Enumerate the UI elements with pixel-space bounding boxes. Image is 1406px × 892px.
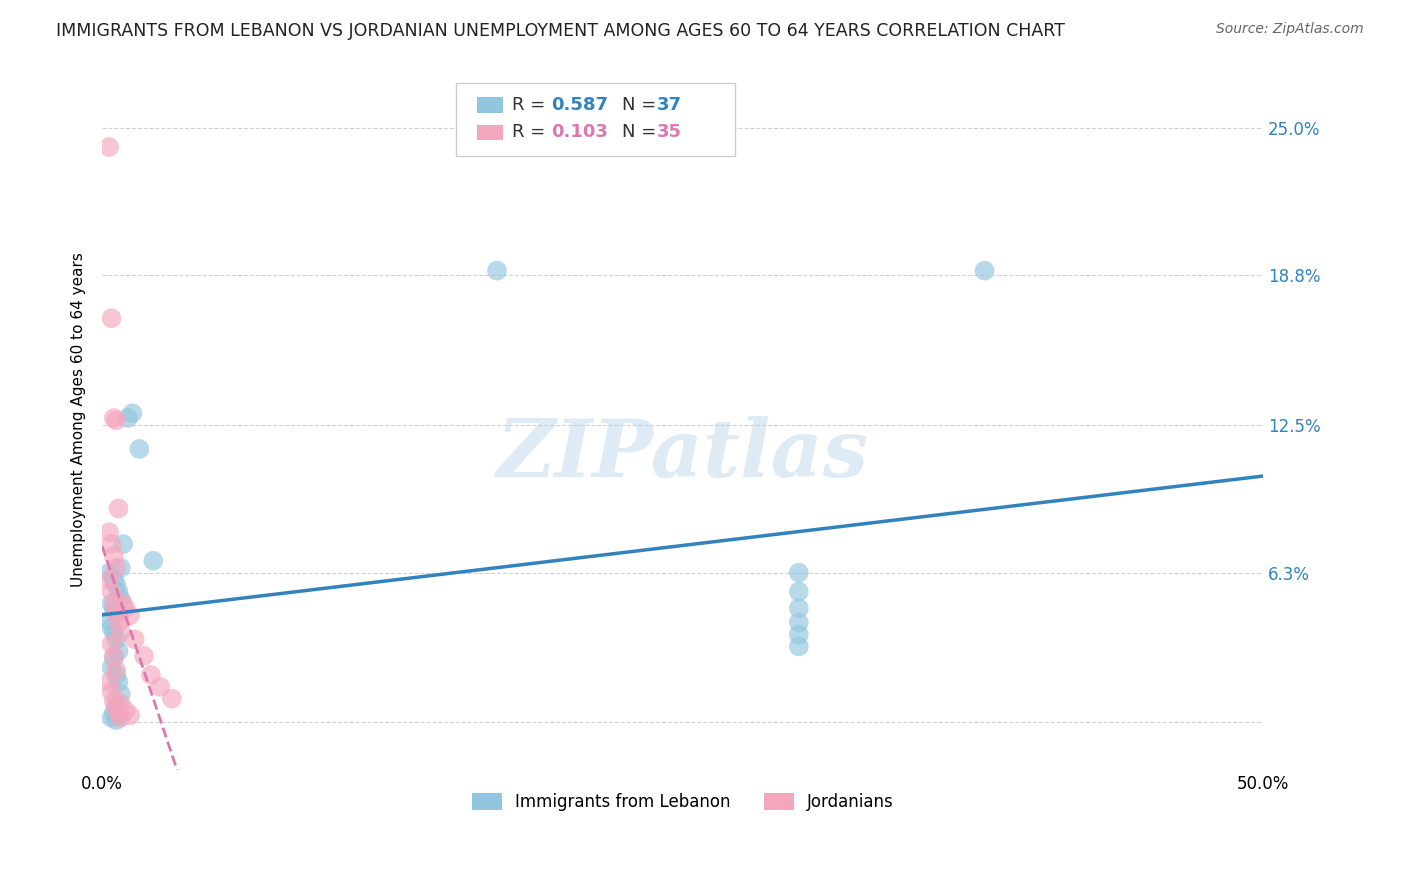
Point — [100, 537, 122, 551]
Point — [105, 698, 128, 713]
Bar — [477, 125, 503, 140]
Point — [105, 413, 128, 427]
Point — [105, 701, 128, 715]
Point — [103, 573, 125, 587]
Point — [112, 537, 135, 551]
Point — [98, 566, 121, 580]
Point — [120, 708, 142, 723]
Point — [787, 615, 810, 630]
Text: R =: R = — [512, 123, 551, 141]
Point — [103, 411, 125, 425]
Text: 37: 37 — [657, 96, 682, 114]
Point — [120, 608, 142, 623]
Text: N =: N = — [623, 96, 662, 114]
Text: IMMIGRANTS FROM LEBANON VS JORDANIAN UNEMPLOYMENT AMONG AGES 60 TO 64 YEARS CORR: IMMIGRANTS FROM LEBANON VS JORDANIAN UNE… — [56, 22, 1066, 40]
Point — [142, 554, 165, 568]
Point — [103, 601, 125, 615]
Point — [107, 615, 129, 630]
Point — [107, 501, 129, 516]
Point — [103, 651, 125, 665]
Point — [110, 687, 132, 701]
Point — [100, 311, 122, 326]
Point — [105, 713, 128, 727]
Point — [105, 632, 128, 647]
Point — [787, 640, 810, 654]
Bar — [477, 97, 503, 112]
Point — [112, 597, 135, 611]
Point — [121, 406, 143, 420]
Point — [110, 561, 132, 575]
Point — [787, 584, 810, 599]
Point — [100, 661, 122, 675]
Point — [107, 708, 129, 723]
Point — [107, 675, 129, 690]
Point — [98, 675, 121, 690]
Point — [117, 411, 139, 425]
Text: 0.103: 0.103 — [551, 123, 609, 141]
Point — [107, 644, 129, 658]
Point — [98, 573, 121, 587]
Point — [98, 613, 121, 627]
FancyBboxPatch shape — [457, 83, 735, 156]
Point — [110, 711, 132, 725]
Point — [787, 627, 810, 641]
Point — [787, 601, 810, 615]
Text: R =: R = — [512, 96, 551, 114]
Text: ZIPatlas: ZIPatlas — [496, 416, 869, 493]
Point — [105, 561, 128, 575]
Point — [973, 263, 995, 277]
Text: Source: ZipAtlas.com: Source: ZipAtlas.com — [1216, 22, 1364, 37]
Point — [105, 606, 128, 620]
Point — [787, 566, 810, 580]
Point — [124, 632, 146, 647]
Point — [107, 584, 129, 599]
Point — [105, 577, 128, 591]
Point — [110, 625, 132, 640]
Point — [103, 549, 125, 563]
Point — [149, 680, 172, 694]
Y-axis label: Unemployment Among Ages 60 to 64 years: Unemployment Among Ages 60 to 64 years — [72, 252, 86, 587]
Point — [105, 606, 128, 620]
Point — [100, 684, 122, 698]
Point — [100, 711, 122, 725]
Text: 35: 35 — [657, 123, 682, 141]
Point — [114, 601, 136, 615]
Text: 0.587: 0.587 — [551, 96, 609, 114]
Point — [128, 442, 150, 456]
Point — [103, 648, 125, 663]
Point — [103, 625, 125, 640]
Point — [103, 706, 125, 720]
Point — [132, 648, 155, 663]
Legend: Immigrants from Lebanon, Jordanians: Immigrants from Lebanon, Jordanians — [458, 780, 907, 825]
Point — [114, 704, 136, 718]
Point — [105, 663, 128, 677]
Point — [103, 597, 125, 611]
Point — [103, 694, 125, 708]
Point — [100, 584, 122, 599]
Point — [110, 591, 132, 606]
Point — [98, 525, 121, 540]
Point — [110, 697, 132, 711]
Point — [98, 140, 121, 154]
Point — [100, 637, 122, 651]
Text: N =: N = — [623, 123, 662, 141]
Point — [107, 706, 129, 720]
Point — [100, 597, 122, 611]
Point — [485, 263, 508, 277]
Point — [160, 691, 183, 706]
Point — [100, 620, 122, 634]
Point — [139, 668, 162, 682]
Point — [105, 668, 128, 682]
